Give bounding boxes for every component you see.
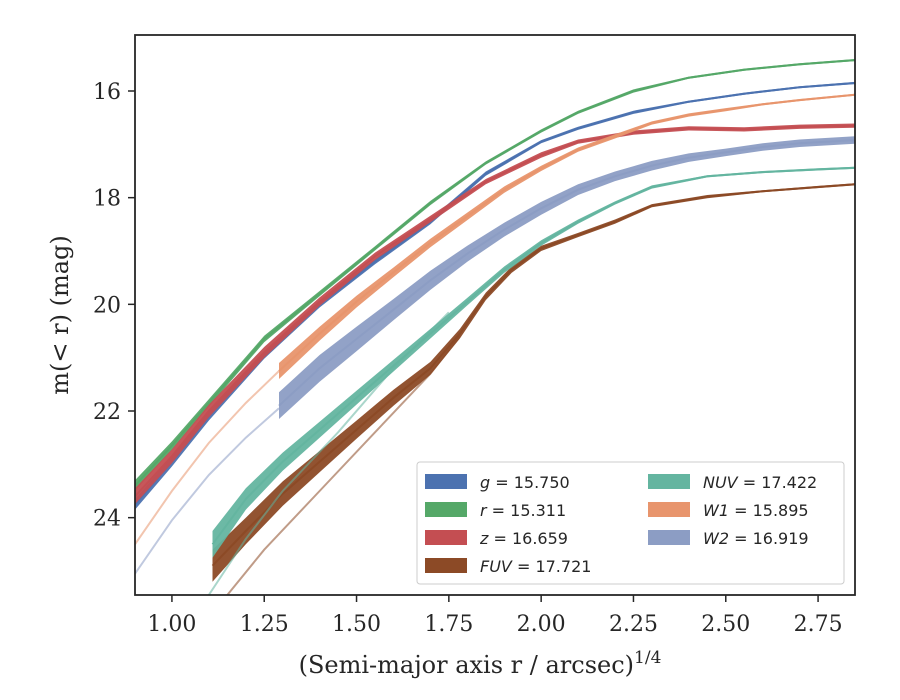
y-tick-label: 22 — [93, 400, 121, 425]
series-nuv-line — [211, 166, 855, 545]
x-tick-label: 1.50 — [332, 612, 381, 637]
series-fuv-line — [211, 183, 855, 567]
series-nuv — [207, 166, 855, 595]
legend: g = 15.750 r = 15.311 z = 16.659 FUV = 17.7… — [416, 461, 845, 585]
y-tick-label: 24 — [93, 507, 121, 532]
series-fuv — [211, 183, 855, 595]
legend-swatch — [425, 502, 467, 517]
y-axis-ticks: 16 18 20 22 24 — [93, 80, 135, 532]
y-axis-label: m(< r) (mag) — [46, 235, 74, 394]
x-tick-label: 1.75 — [424, 612, 473, 637]
x-tick-label: 2.75 — [794, 612, 843, 637]
legend-swatch — [425, 530, 467, 545]
legend-label: z = 16.659 — [479, 529, 568, 548]
legend-item-g: g = 15.750 — [425, 473, 570, 492]
legend-item-w1: W1 = 15.895 — [648, 501, 809, 520]
legend-swatch — [425, 474, 467, 489]
legend-label: W2 = 16.919 — [703, 529, 809, 548]
y-tick-label: 16 — [93, 80, 121, 105]
series-z-line — [135, 124, 855, 497]
legend-item-w2: W2 = 16.919 — [648, 529, 809, 548]
y-tick-label: 18 — [93, 187, 121, 212]
series-r — [135, 59, 855, 491]
series-z — [135, 123, 855, 505]
legend-label: W1 = 15.895 — [703, 501, 809, 520]
legend-item-fuv: FUV = 17.721 — [425, 557, 591, 576]
x-axis-label-superscript: 1/4 — [634, 648, 661, 668]
x-tick-label: 1.25 — [240, 612, 289, 637]
series-w1-line — [278, 93, 855, 372]
legend-label: NUV = 17.422 — [703, 473, 817, 492]
x-tick-label: 1.00 — [147, 612, 196, 637]
series-w2-line — [278, 139, 855, 407]
legend-swatch — [425, 558, 467, 573]
x-axis-ticks: 1.00 1.25 1.50 1.75 2.00 2.25 2.50 2.75 — [147, 595, 843, 637]
series-w2-band — [279, 136, 855, 420]
plot-frame — [134, 34, 856, 596]
x-axis-label: (Semi-major axis r / arcsec)1/4 — [299, 648, 662, 679]
x-axis-label-main: (Semi-major axis r / arcsec) — [299, 651, 634, 679]
x-tick-label: 2.00 — [517, 612, 566, 637]
legend-swatch — [648, 502, 690, 517]
legend-frame — [416, 461, 845, 585]
y-tick-label: 20 — [93, 293, 121, 318]
legend-item-z: z = 16.659 — [425, 529, 568, 548]
series-r-line — [135, 59, 855, 487]
x-tick-label: 2.25 — [609, 612, 658, 637]
legend-swatch — [648, 474, 690, 489]
legend-label: FUV = 17.721 — [480, 557, 591, 576]
legend-item-r: r = 15.311 — [425, 501, 566, 520]
x-tick-label: 2.50 — [701, 612, 750, 637]
series-w1-extension — [135, 370, 280, 545]
series-w2 — [135, 136, 855, 575]
legend-swatch — [648, 530, 690, 545]
legend-item-nuv: NUV = 17.422 — [648, 473, 817, 492]
series-w1 — [135, 93, 855, 545]
legend-label: r = 15.311 — [480, 501, 566, 520]
legend-label: g = 15.750 — [480, 473, 570, 492]
series-layer — [135, 59, 855, 595]
series-w2-extension — [135, 407, 280, 575]
series-z-band — [135, 123, 855, 505]
